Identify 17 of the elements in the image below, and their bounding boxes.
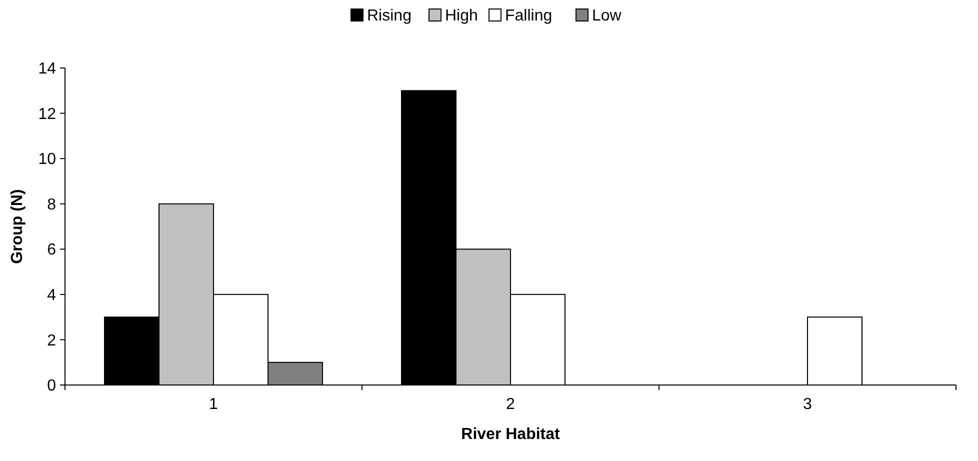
y-tick-label: 14 bbox=[38, 60, 56, 78]
y-tick-label: 2 bbox=[47, 332, 56, 350]
x-tick-label: 1 bbox=[209, 396, 218, 413]
legend-label: High bbox=[445, 8, 478, 25]
y-tick-label: 10 bbox=[38, 151, 56, 168]
y-tick-label: 12 bbox=[38, 106, 56, 123]
legend-label: Rising bbox=[367, 8, 412, 25]
y-tick-label: 8 bbox=[47, 196, 56, 214]
y-axis-title: Group (N) bbox=[9, 189, 26, 264]
x-axis-title: River Habitat bbox=[461, 426, 561, 443]
y-tick-label: 0 bbox=[47, 378, 56, 395]
x-tick-label: 2 bbox=[506, 396, 516, 413]
legend-label: Falling bbox=[505, 8, 552, 25]
y-tick-label: 4 bbox=[47, 287, 56, 304]
x-tick-label: 3 bbox=[803, 396, 812, 413]
legend-label: Low bbox=[592, 8, 622, 25]
y-tick-label: 6 bbox=[47, 242, 56, 259]
